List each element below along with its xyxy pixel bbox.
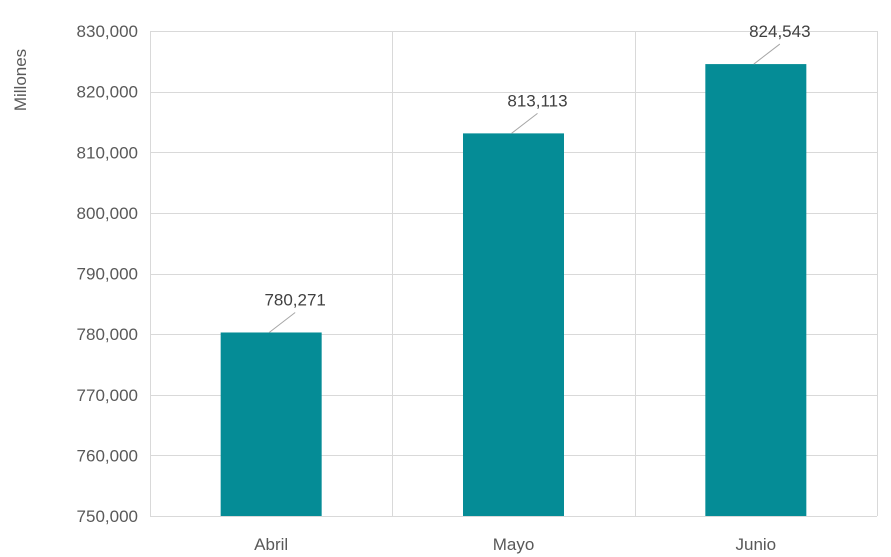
data-label: 813,113	[507, 91, 567, 110]
x-axis-categories: Abril Mayo Junio	[254, 535, 776, 554]
data-label-leader	[268, 312, 296, 333]
data-label-leader	[511, 112, 538, 134]
y-tick-label: 800,000	[77, 204, 138, 223]
data-label: 780,271	[264, 290, 325, 309]
data-label: 824,543	[749, 22, 810, 41]
y-tick-label: 790,000	[77, 265, 138, 284]
y-axis-ticks: 750,000 760,000 770,000 780,000 790,000 800,0…	[77, 22, 138, 526]
y-tick-label: 750,000	[77, 507, 138, 526]
bar-abril	[220, 332, 322, 516]
y-tick-label: 760,000	[77, 446, 138, 465]
y-tick-label: 770,000	[77, 386, 138, 405]
bar-mayo	[463, 133, 564, 516]
bars	[220, 64, 807, 516]
x-category-label: Mayo	[493, 535, 535, 554]
data-label-leader	[753, 43, 781, 65]
bar-junio	[705, 64, 807, 516]
x-category-label: Abril	[254, 535, 288, 554]
y-axis-title: Millones	[11, 49, 30, 111]
data-labels: 780,271 813,113 824,543	[264, 22, 811, 333]
y-tick-label: 820,000	[77, 83, 138, 102]
y-tick-label: 830,000	[77, 22, 138, 41]
x-category-label: Junio	[736, 535, 777, 554]
y-tick-label: 780,000	[77, 325, 138, 344]
y-tick-label: 810,000	[77, 143, 138, 162]
